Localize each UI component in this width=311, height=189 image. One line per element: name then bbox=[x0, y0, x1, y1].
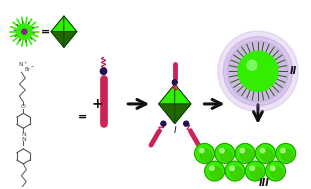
Polygon shape bbox=[175, 84, 191, 104]
Text: =: = bbox=[78, 112, 87, 122]
Circle shape bbox=[205, 161, 225, 181]
Circle shape bbox=[220, 149, 232, 161]
Circle shape bbox=[17, 24, 32, 39]
Circle shape bbox=[200, 149, 204, 153]
Circle shape bbox=[281, 149, 285, 153]
Circle shape bbox=[223, 37, 293, 106]
Circle shape bbox=[100, 68, 107, 74]
Polygon shape bbox=[159, 104, 175, 124]
Text: =: = bbox=[40, 27, 50, 37]
Polygon shape bbox=[51, 16, 64, 32]
Text: I: I bbox=[174, 126, 176, 135]
Text: N: N bbox=[21, 137, 26, 142]
Circle shape bbox=[210, 167, 222, 179]
Circle shape bbox=[241, 149, 253, 161]
Circle shape bbox=[247, 60, 257, 70]
Polygon shape bbox=[51, 32, 64, 47]
Text: $\mathsf{N^+}$: $\mathsf{N^+}$ bbox=[18, 60, 29, 69]
Text: II: II bbox=[290, 66, 297, 76]
Polygon shape bbox=[159, 84, 175, 104]
Text: +: + bbox=[92, 97, 103, 111]
Circle shape bbox=[255, 143, 275, 163]
Text: O: O bbox=[21, 104, 26, 109]
Circle shape bbox=[195, 143, 214, 163]
Circle shape bbox=[227, 41, 288, 102]
Text: N: N bbox=[21, 132, 26, 137]
Circle shape bbox=[210, 166, 214, 170]
Circle shape bbox=[161, 121, 166, 126]
Text: $\mathsf{Br^-}$: $\mathsf{Br^-}$ bbox=[24, 65, 35, 73]
Circle shape bbox=[218, 31, 298, 112]
Circle shape bbox=[261, 149, 273, 161]
Circle shape bbox=[281, 149, 293, 161]
Circle shape bbox=[240, 149, 244, 153]
Circle shape bbox=[230, 167, 242, 179]
Circle shape bbox=[266, 161, 285, 181]
Circle shape bbox=[250, 166, 255, 170]
Circle shape bbox=[260, 149, 265, 153]
Circle shape bbox=[215, 143, 235, 163]
Polygon shape bbox=[175, 104, 191, 124]
Circle shape bbox=[225, 161, 245, 181]
Circle shape bbox=[22, 29, 27, 34]
Polygon shape bbox=[64, 16, 77, 32]
Circle shape bbox=[245, 161, 265, 181]
Circle shape bbox=[276, 143, 295, 163]
Circle shape bbox=[235, 143, 255, 163]
Circle shape bbox=[238, 51, 278, 91]
Text: III: III bbox=[258, 178, 269, 188]
Polygon shape bbox=[64, 32, 77, 47]
Circle shape bbox=[230, 166, 234, 170]
Circle shape bbox=[220, 149, 224, 153]
Circle shape bbox=[172, 80, 177, 85]
Circle shape bbox=[184, 121, 189, 126]
Circle shape bbox=[251, 167, 263, 179]
Circle shape bbox=[271, 166, 275, 170]
Circle shape bbox=[271, 167, 283, 179]
Circle shape bbox=[200, 149, 212, 161]
